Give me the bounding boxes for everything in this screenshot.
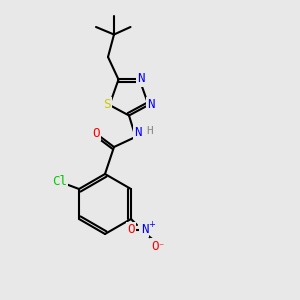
Text: N: N	[134, 126, 142, 140]
Text: Cl: Cl	[52, 175, 67, 188]
Text: +: +	[148, 220, 155, 229]
Text: O: O	[92, 127, 100, 140]
Text: N: N	[137, 72, 145, 86]
Text: S: S	[103, 98, 111, 112]
Text: N: N	[141, 223, 148, 236]
Text: H: H	[147, 126, 153, 136]
Text: N: N	[147, 98, 155, 112]
Text: O: O	[127, 223, 135, 236]
Text: O: O	[151, 239, 159, 253]
Text: ⁻: ⁻	[158, 242, 164, 253]
